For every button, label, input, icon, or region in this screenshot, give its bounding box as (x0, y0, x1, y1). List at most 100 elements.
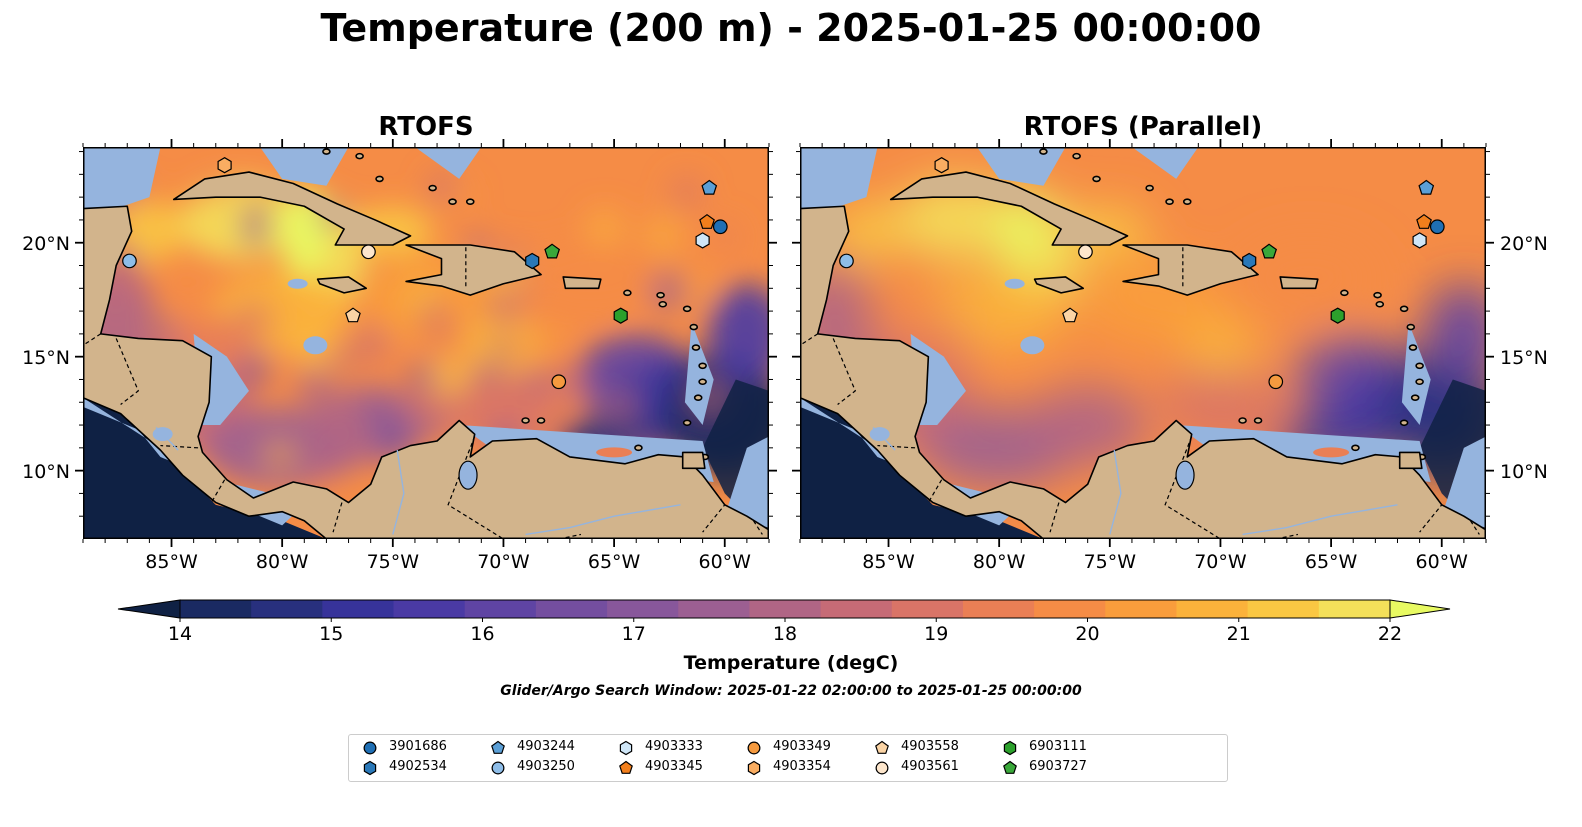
legend-marker-icon (747, 760, 761, 776)
jamaica (1033, 276, 1085, 294)
colorbar-tick-label: 18 (772, 623, 798, 645)
land (800, 147, 1486, 539)
legend-label: 6903111 (1029, 739, 1087, 754)
float-marker-4903345 (619, 760, 633, 774)
colorbar-extend-high (1389, 599, 1451, 619)
float-marker-4902534 (1242, 252, 1257, 270)
lat-label-15n-right: 15°N (1500, 347, 1548, 369)
lon-label: 60°W (698, 551, 751, 573)
axis-ticks (75, 139, 1494, 547)
lon-label: 65°W (587, 551, 641, 573)
float-marker-4903333 (1412, 232, 1427, 249)
colorbar-tick-label: 21 (1226, 623, 1251, 645)
lon-label: 65°W (1304, 551, 1358, 573)
jamaica (316, 276, 368, 294)
colorbar-segment (535, 600, 608, 618)
land (83, 147, 769, 539)
float-marker-4903349 (747, 741, 761, 755)
float-marker-3901686 (363, 741, 377, 755)
float-marker-3901686 (1429, 219, 1445, 235)
colorbar-tick-label: 15 (319, 623, 344, 645)
legend-marker-icon (619, 760, 633, 774)
legend-label: 6903727 (1029, 759, 1087, 774)
float-marker-4903250 (839, 253, 854, 269)
float-marker-4903561 (875, 761, 889, 775)
colorbar-segment (607, 600, 679, 618)
float-marker-4903561 (1078, 244, 1093, 260)
lon-label: 75°W (1083, 551, 1137, 573)
float-marker-4903250 (491, 761, 505, 775)
colorbar-segment (393, 600, 466, 618)
float-marker-4903345 (699, 213, 715, 229)
colorbar-tick-label: 16 (470, 623, 495, 645)
panel-title-rtofs: RTOFS (378, 112, 474, 142)
legend-marker-icon (363, 760, 377, 776)
float-markers (839, 157, 1445, 390)
legend-label: 4903561 (901, 759, 959, 774)
legend-marker-icon (1003, 760, 1017, 774)
float-marker-4903244 (491, 740, 505, 754)
legend-marker-icon (363, 741, 377, 755)
cuba (889, 171, 1129, 246)
mainland (800, 205, 1486, 539)
float-marker-4903354 (934, 157, 949, 174)
lon-label: 70°W (477, 551, 530, 573)
float-marker-6903111 (1003, 740, 1017, 756)
legend-marker-icon (747, 741, 761, 755)
float-marker-6903727 (544, 243, 561, 259)
float-markers (122, 157, 728, 390)
legend-label: 3901686 (389, 739, 447, 754)
float-marker-4903558 (1062, 307, 1078, 323)
lon-label: 60°W (1415, 551, 1468, 573)
lon-label: 80°W (255, 551, 309, 573)
legend-marker-icon (491, 761, 505, 775)
colorbar-tick-label: 20 (1075, 623, 1100, 645)
cuba (172, 171, 412, 246)
lon-label: 85°W (145, 551, 198, 573)
legend-label: 4903244 (517, 739, 575, 754)
legend-label: 4903558 (901, 739, 959, 754)
legend-marker-icon (1003, 740, 1017, 756)
float-marker-4903354 (747, 760, 761, 776)
colorbar-tick-label: 22 (1377, 623, 1403, 645)
float-marker-4903349 (551, 374, 567, 390)
lat-label-20n-left: 20°N (22, 233, 70, 255)
lake-maracaibo (1175, 460, 1195, 490)
float-marker-4903561 (361, 244, 376, 260)
lat-label-10n-left: 10°N (22, 461, 70, 483)
float-marker-4903244 (1418, 179, 1435, 195)
colorbar-segment (1176, 600, 1249, 618)
legend-marker-icon (491, 740, 505, 754)
float-marker-6903727 (1261, 243, 1278, 259)
legend-label: 4902534 (389, 759, 447, 774)
legend-marker-icon (875, 740, 889, 754)
colorbar-segment (820, 600, 893, 618)
float-marker-4903250 (122, 253, 137, 269)
legend-label: 4903250 (517, 759, 575, 774)
map-rtofs-parallel-svg (800, 147, 1486, 539)
colorbar-segment (180, 600, 252, 618)
colorbar-segment (322, 600, 395, 618)
colorbar-tick-label: 14 (167, 623, 193, 645)
lake-maracaibo (458, 460, 478, 490)
colorbar-extend-low (117, 599, 181, 619)
map-rtofs-svg (83, 147, 769, 539)
float-marker-3901686 (712, 219, 728, 235)
mainland (83, 205, 769, 539)
lon-label: 75°W (366, 551, 420, 573)
lon-label: 80°W (972, 551, 1026, 573)
colorbar-label: Temperature (degC) (683, 652, 899, 674)
colorbar-segment (678, 600, 750, 618)
legend-label: 4903333 (645, 739, 703, 754)
float-marker-4903333 (619, 740, 633, 756)
colorbar-segment (464, 600, 537, 618)
colorbar-segment (1105, 600, 1177, 618)
lake-nicaragua (152, 427, 173, 442)
hispaniola (405, 244, 542, 296)
colorbar-segment (891, 600, 964, 618)
panel-title-rtofs-parallel: RTOFS (Parallel) (1023, 112, 1263, 142)
float-marker-4902534 (363, 760, 377, 776)
search-window-caption: Glider/Argo Search Window: 2025-01-22 02… (500, 683, 1082, 699)
lake-nicaragua (869, 427, 890, 442)
legend-marker-icon (875, 761, 889, 775)
